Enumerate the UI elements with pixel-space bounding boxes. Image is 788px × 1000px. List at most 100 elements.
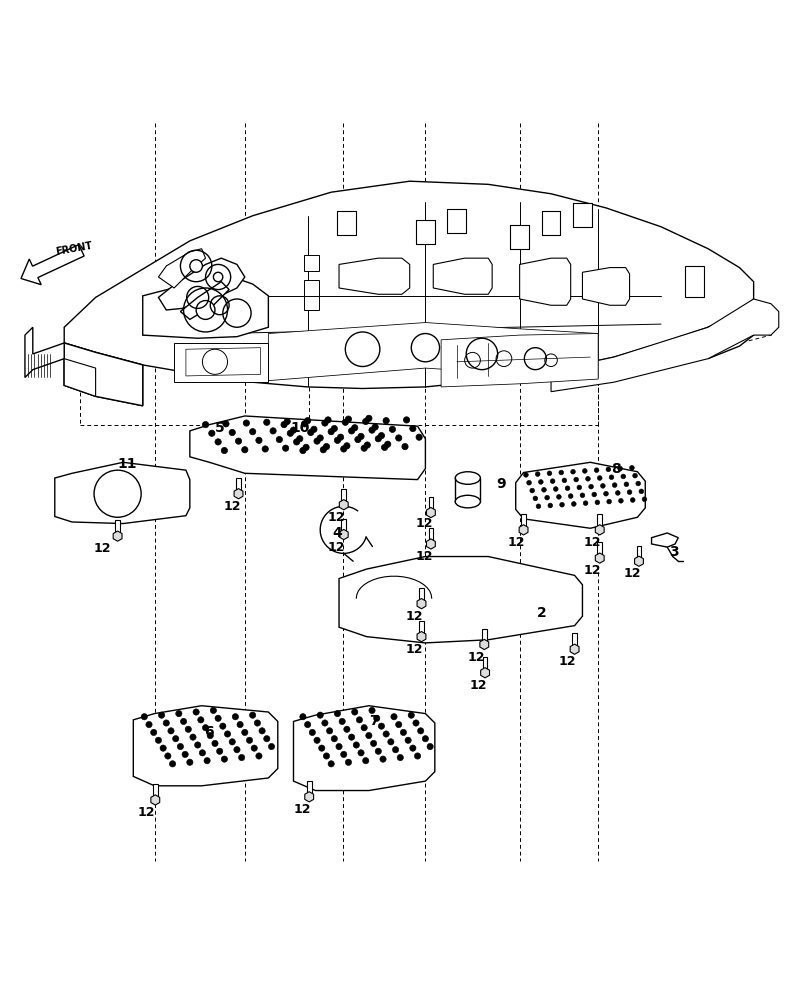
Circle shape [583, 501, 588, 505]
Circle shape [331, 736, 337, 742]
Bar [521, 514, 526, 530]
Circle shape [609, 475, 614, 480]
Polygon shape [64, 343, 143, 406]
Circle shape [392, 747, 399, 753]
Circle shape [229, 739, 236, 745]
Circle shape [242, 729, 248, 736]
Circle shape [169, 761, 176, 767]
Circle shape [405, 737, 411, 743]
Circle shape [182, 751, 188, 758]
Circle shape [151, 729, 157, 736]
Polygon shape [481, 668, 489, 678]
Circle shape [403, 417, 410, 423]
Circle shape [530, 488, 534, 493]
Circle shape [281, 421, 287, 428]
Circle shape [269, 743, 275, 750]
Circle shape [344, 726, 350, 732]
Circle shape [264, 736, 270, 742]
Circle shape [413, 720, 419, 726]
Circle shape [314, 737, 320, 743]
Circle shape [559, 470, 563, 475]
Circle shape [236, 438, 242, 444]
Polygon shape [21, 245, 84, 285]
Circle shape [334, 710, 340, 717]
Circle shape [155, 737, 162, 743]
Circle shape [331, 425, 337, 432]
Bar [482, 629, 487, 644]
Circle shape [277, 436, 283, 443]
Polygon shape [652, 533, 678, 547]
Circle shape [303, 444, 309, 451]
Text: 12: 12 [584, 536, 601, 549]
Circle shape [190, 734, 196, 740]
Polygon shape [64, 343, 143, 406]
Circle shape [296, 436, 303, 442]
Circle shape [627, 490, 632, 495]
Circle shape [597, 476, 602, 480]
Bar [448, 209, 466, 233]
Circle shape [163, 720, 169, 726]
Circle shape [187, 759, 193, 765]
Circle shape [348, 734, 355, 740]
Circle shape [526, 480, 531, 485]
Circle shape [210, 707, 217, 714]
Circle shape [630, 498, 635, 502]
Circle shape [304, 721, 310, 728]
Circle shape [630, 465, 634, 470]
Bar [416, 220, 435, 244]
Circle shape [165, 753, 171, 759]
Circle shape [396, 435, 402, 441]
Circle shape [160, 745, 166, 751]
Circle shape [383, 418, 389, 424]
Circle shape [325, 417, 331, 423]
Circle shape [568, 494, 573, 498]
Polygon shape [340, 529, 348, 540]
Circle shape [204, 758, 210, 764]
Circle shape [318, 745, 325, 751]
Circle shape [351, 425, 358, 431]
Circle shape [225, 731, 231, 737]
Circle shape [410, 425, 416, 432]
Circle shape [337, 434, 344, 440]
Circle shape [348, 428, 355, 434]
Circle shape [173, 736, 179, 742]
Circle shape [594, 468, 599, 473]
Circle shape [309, 729, 315, 736]
Circle shape [320, 447, 326, 453]
Bar [236, 478, 241, 494]
Circle shape [383, 731, 389, 737]
Circle shape [340, 446, 347, 452]
Bar [341, 489, 346, 505]
Circle shape [328, 761, 334, 767]
Circle shape [523, 473, 528, 477]
Circle shape [372, 424, 378, 430]
Circle shape [366, 732, 372, 739]
Polygon shape [25, 327, 64, 378]
Circle shape [402, 443, 408, 450]
Circle shape [232, 714, 239, 720]
Circle shape [362, 758, 369, 764]
Polygon shape [595, 525, 604, 535]
Circle shape [250, 712, 256, 718]
Circle shape [381, 444, 388, 451]
Circle shape [314, 438, 320, 444]
Circle shape [427, 743, 433, 750]
Text: 4: 4 [333, 526, 343, 540]
Text: 12: 12 [470, 679, 487, 692]
Polygon shape [634, 556, 644, 566]
Polygon shape [417, 599, 426, 609]
Polygon shape [186, 348, 261, 376]
Text: FRONT: FRONT [54, 241, 93, 257]
Circle shape [362, 418, 369, 425]
Circle shape [242, 447, 248, 453]
Polygon shape [190, 416, 426, 480]
Circle shape [336, 743, 342, 750]
Circle shape [255, 720, 261, 726]
Circle shape [547, 471, 552, 476]
Polygon shape [158, 249, 206, 288]
Circle shape [229, 429, 236, 436]
Bar [685, 266, 704, 297]
Polygon shape [151, 795, 160, 805]
Circle shape [536, 504, 541, 509]
Circle shape [195, 742, 201, 748]
